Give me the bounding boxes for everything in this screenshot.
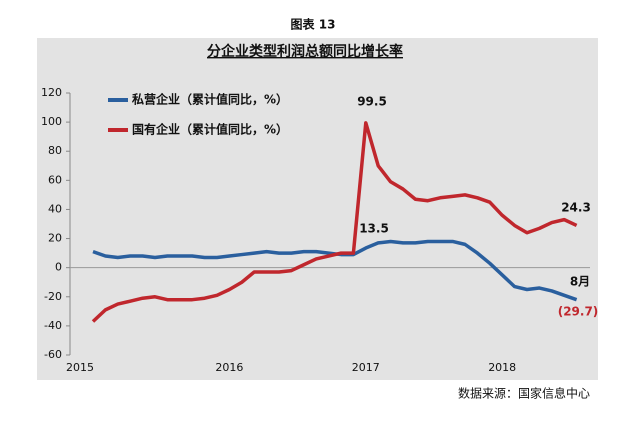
y-tick-label: 100 (41, 115, 62, 128)
y-tick-label: 20 (48, 232, 62, 245)
y-tick-label: 0 (55, 261, 62, 274)
y-tick-label: -60 (44, 348, 62, 361)
y-tick-label: -20 (44, 290, 62, 303)
annotation: 24.3 (561, 201, 591, 215)
legend-label: 国有企业（累计值同比，%） (132, 122, 288, 137)
annotation: 8月 (570, 275, 590, 289)
y-tick-label: 120 (41, 86, 62, 99)
x-tick-label: 2015 (66, 361, 94, 374)
x-tick-label: 2018 (488, 361, 516, 374)
chart-background (37, 38, 598, 380)
x-tick-label: 2016 (215, 361, 243, 374)
y-tick-label: 40 (48, 202, 62, 215)
y-tick-label: 60 (48, 173, 62, 186)
series-line (91, 121, 578, 323)
annotation: (29.7) (558, 305, 599, 319)
source: 数据来源：国家信息中心 (458, 386, 590, 401)
y-tick-label: 80 (48, 144, 62, 157)
legend-label: 私营企业（累计值同比，%） (131, 92, 288, 107)
chart-title: 分企业类型利润总额同比增长率 (207, 43, 403, 60)
annotation: 99.5 (357, 95, 387, 109)
annotation: 13.5 (359, 222, 389, 236)
y-tick-label: -40 (44, 319, 62, 332)
x-tick-label: 2017 (352, 361, 380, 374)
header: 图表 13 (291, 17, 336, 32)
